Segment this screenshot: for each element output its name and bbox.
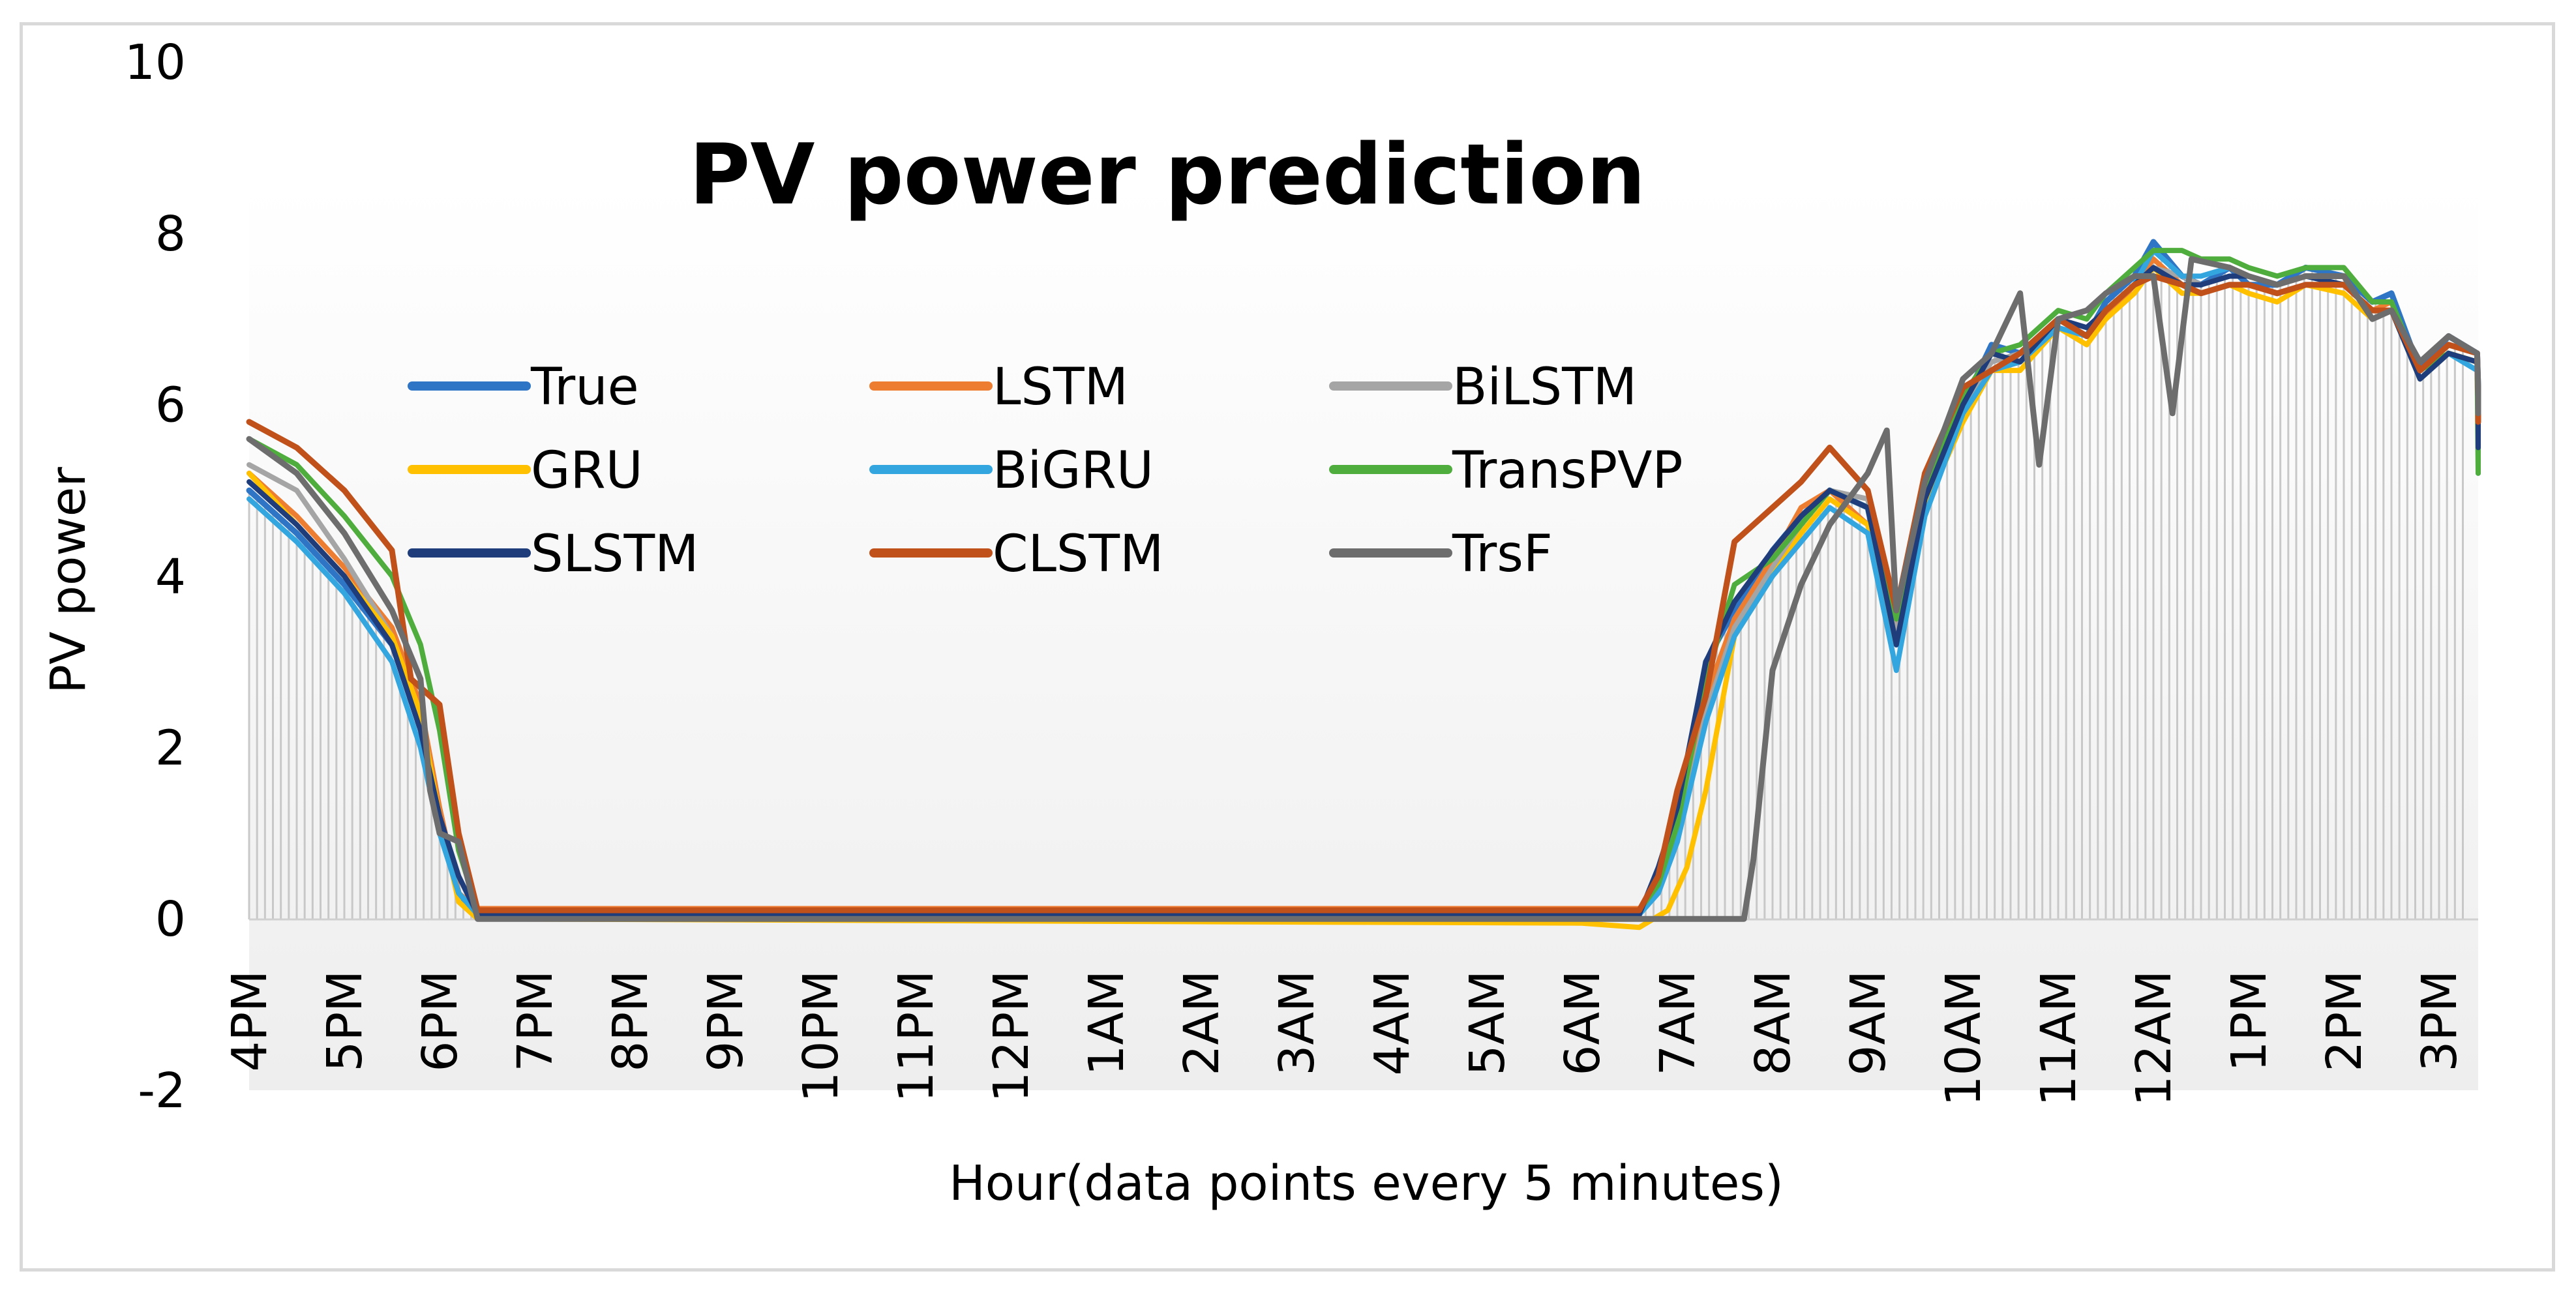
y-tick-label: 10 — [125, 35, 186, 91]
x-tick-label: 9PM — [698, 970, 754, 1072]
y-axis: 10 8 6 4 2 0 -2 — [125, 35, 186, 1119]
x-tick-label: 6AM — [1555, 970, 1611, 1076]
x-tick-label: 1PM — [2221, 970, 2277, 1072]
legend-entry-label: LSTM — [993, 358, 1128, 417]
x-axis: 4PM 5PM 6PM 7PM 8PM 9PM 10PM 11PM 12PM 1AM 2AM 3AM 4… — [222, 970, 2468, 1107]
legend-entry-label: TransPVP — [1452, 441, 1683, 500]
x-tick-label: 4PM — [222, 970, 278, 1072]
x-tick-label: 10PM — [793, 970, 849, 1103]
y-tick-label: -2 — [138, 1063, 186, 1119]
legend-entry-label: TrsF — [1452, 525, 1553, 584]
x-tick-label: 9AM — [1840, 970, 1896, 1076]
legend-entry-label: CLSTM — [993, 525, 1163, 584]
x-tick-label: 10AM — [1936, 970, 1992, 1107]
x-tick-label: 11AM — [2031, 970, 2087, 1107]
x-axis-label: Hour(data points every 5 minutes) — [949, 1155, 1784, 1212]
x-tick-label: 3PM — [2412, 970, 2468, 1072]
x-tick-label: 7PM — [507, 970, 563, 1072]
x-tick-label: 3AM — [1269, 970, 1325, 1076]
y-tick-label: 8 — [155, 206, 186, 262]
y-tick-label: 2 — [155, 720, 186, 776]
legend-entry-label: BiGRU — [993, 441, 1154, 500]
y-tick-label: 6 — [155, 378, 186, 434]
x-tick-label: 5PM — [317, 970, 373, 1072]
x-tick-label: 1AM — [1079, 970, 1135, 1076]
x-tick-label: 8PM — [603, 970, 659, 1072]
x-tick-label: 2AM — [1174, 970, 1230, 1076]
y-axis-label: PV power — [40, 467, 97, 694]
x-tick-label: 6PM — [412, 970, 468, 1072]
series-layer — [246, 239, 2481, 930]
legend-entry-label: GRU — [531, 441, 643, 500]
plot-area — [249, 183, 2478, 1090]
true-value-bars — [248, 241, 2464, 919]
x-tick-label: 8AM — [1745, 970, 1801, 1076]
x-tick-label: 12AM — [2126, 970, 2182, 1107]
legend-entry-label: True — [530, 358, 639, 417]
legend-entry-label: BiLSTM — [1452, 358, 1637, 417]
legend: True LSTM BiLSTM GRU BiGRU TransPVP SLSTM CLSTM… — [408, 358, 1683, 584]
chart-title: PV power prediction — [689, 127, 1646, 224]
x-tick-label: 5AM — [1460, 970, 1516, 1076]
x-tick-label: 12PM — [983, 970, 1040, 1103]
x-tick-label: 11PM — [888, 970, 944, 1103]
x-tick-label: 4AM — [1364, 970, 1420, 1076]
x-tick-label: 7AM — [1650, 970, 1706, 1076]
legend-entry-label: SLSTM — [531, 525, 698, 584]
series-line-trsf — [246, 256, 2481, 922]
x-tick-label: 2PM — [2316, 970, 2373, 1072]
y-tick-label: 0 — [155, 891, 186, 947]
y-tick-label: 4 — [155, 549, 186, 605]
